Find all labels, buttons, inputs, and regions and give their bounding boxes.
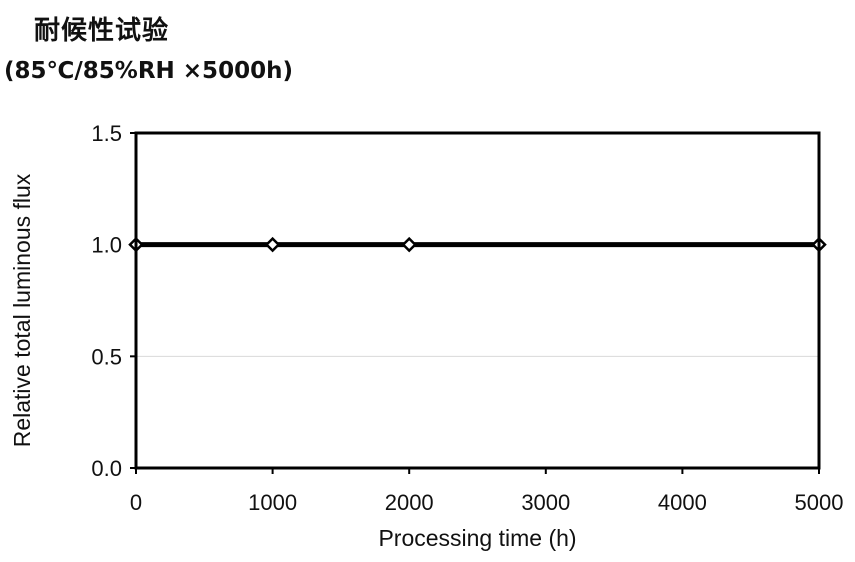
x-tick-label-1: 1000 xyxy=(248,490,297,515)
x-axis-label: Processing time (h) xyxy=(378,525,576,551)
x-tick-label-3: 3000 xyxy=(521,490,570,515)
plot-area-frame xyxy=(134,131,821,470)
x-tick-label-0: 0 xyxy=(130,490,142,515)
series-layer xyxy=(128,236,827,253)
chart-subtitle: (85℃/85%RH ×5000h) xyxy=(4,58,293,84)
data-point-0-1 xyxy=(264,236,281,253)
chart-title: 耐候性试验 xyxy=(34,16,170,46)
data-point-0-2 xyxy=(401,236,417,253)
y-tick-label-2: 1.0 xyxy=(91,233,122,258)
y-tick-labels: 0.0 0.5 1.0 1.5 xyxy=(91,121,122,481)
x-tick-label-5: 5000 xyxy=(795,490,844,515)
tick-marks xyxy=(130,132,820,474)
y-tick-label-1: 0.5 xyxy=(91,344,122,369)
x-tick-label-2: 2000 xyxy=(385,490,434,515)
y-tick-label-3: 1.5 xyxy=(91,121,122,146)
y-tick-label-0: 0.0 xyxy=(91,456,122,481)
y-axis-label: Relative total luminous flux xyxy=(9,173,35,447)
grid-lines xyxy=(136,244,819,357)
x-tick-labels: 0 1000 2000 3000 4000 5000 xyxy=(130,490,844,515)
x-tick-label-4: 4000 xyxy=(658,490,707,515)
